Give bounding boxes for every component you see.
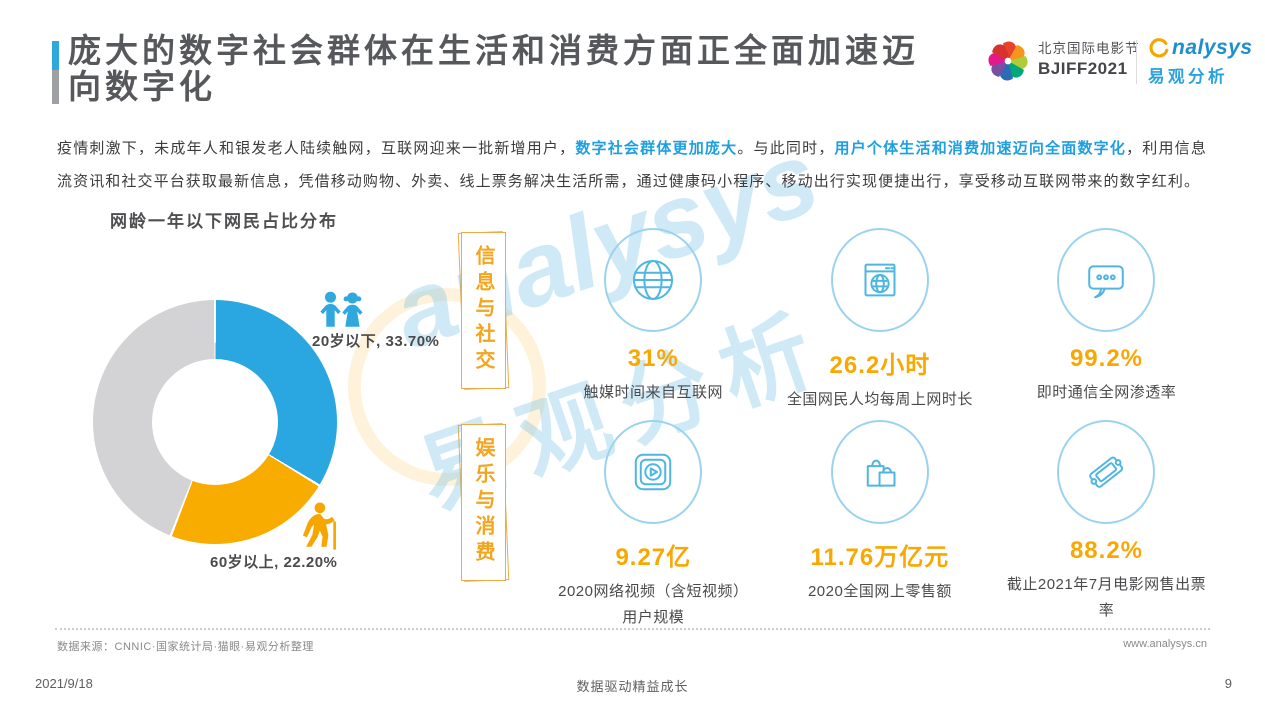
stat-label: 2020网络视频（含短视频）用户规模	[558, 583, 749, 627]
stat-label: 即时通信全网渗透率	[1036, 384, 1177, 401]
elderly-person-icon	[302, 502, 336, 550]
stat-weekly-online-hours: 26.2小时 全国网民人均每周上网时长	[767, 228, 994, 413]
bjiff-pinwheel-logo-icon	[988, 41, 1028, 81]
stat-value: 99.2%	[1069, 345, 1144, 372]
chart-title: 网龄一年以下网民占比分布	[110, 212, 338, 231]
page-title-line2: 向数字化	[68, 68, 216, 105]
stat-label: 全国网民人均每周上网时长	[786, 391, 973, 408]
intro-highlight-2: 用户个体生活和消费加速迈向全面数字化	[834, 140, 1127, 157]
group-box-info-social: 信息与社交	[461, 232, 506, 389]
group-label-entertainment-consumption: 娱乐与消费	[472, 437, 494, 567]
donut-chart	[93, 300, 337, 544]
group-label-info-social: 信息与社交	[472, 245, 494, 375]
donut-label-old: 60岁以上, 22.20%	[210, 554, 338, 571]
shopping-bags-icon	[830, 420, 929, 524]
page-number: 9	[1224, 676, 1232, 691]
stat-value: 31%	[627, 345, 679, 372]
logo-separator	[1136, 40, 1137, 84]
analysys-a-swirl-icon	[1149, 38, 1169, 58]
footer-divider	[55, 628, 1210, 630]
children-icon	[320, 291, 363, 327]
page-title: 庞大的数字社会群体在生活和消费方面正全面加速迈 向数字化	[68, 33, 968, 105]
page-title-line1: 庞大的数字社会群体在生活和消费方面正全面加速迈	[68, 32, 919, 69]
analysys-cn-text: 易观分析	[1148, 68, 1228, 86]
stats-row-info-social: 31% 触媒时间来自互联网 26.2小时 全国网民人均每周上网时长	[540, 228, 1220, 413]
stats-row-entertainment-consumption: 9.27亿 2020网络视频（含短视频）用户规模 11.76万亿元 2020全国…	[540, 420, 1220, 632]
bjiff-name: 北京国际电影节	[1038, 41, 1140, 56]
intro-highlight-1: 数字社会群体更加庞大	[575, 140, 738, 157]
bjiff-logo-text: 北京国际电影节 BJIFF2021	[1038, 41, 1140, 79]
stat-movie-online-ticketing: 88.2% 截止2021年7月电影网售出票率	[993, 420, 1220, 632]
stat-value: 88.2%	[1069, 537, 1144, 564]
stat-online-retail: 11.76万亿元 2020全国网上零售额	[767, 420, 994, 632]
footer-date: 2021/9/18	[35, 676, 93, 691]
globe-icon	[604, 228, 703, 332]
intro-seg-3: ，利用信息流资讯和社交平台获取最新信息，凭借移动购物、外卖、线上票务解决生活所需…	[57, 140, 1207, 190]
stat-label: 截止2021年7月电影网售出票率	[1006, 576, 1207, 620]
stat-media-time: 31% 触媒时间来自互联网	[540, 228, 767, 413]
stat-online-video-users: 9.27亿 2020网络视频（含短视频）用户规模	[540, 420, 767, 632]
ticket-icon	[1057, 420, 1156, 524]
title-accent-bar	[52, 41, 59, 104]
stat-label: 触媒时间来自互联网	[583, 384, 724, 401]
stat-value: 9.27亿	[615, 544, 692, 571]
data-source-note: 数据来源：CNNIC·国家统计局·猫眼·易观分析整理	[57, 641, 314, 653]
analysys-brand-text: nalysys	[1172, 36, 1253, 59]
group-box-entertainment-consumption: 娱乐与消费	[461, 424, 506, 581]
watermark-analysys-swirl-icon	[348, 288, 546, 486]
browser-globe-icon	[830, 228, 929, 332]
intro-seg-2: 。与此同时，	[737, 140, 835, 157]
intro-paragraph: 疫情刺激下，未成年人和银发老人陆续触网，互联网迎来一批新增用户，数字社会群体更加…	[57, 132, 1207, 198]
stat-value: 26.2小时	[829, 352, 931, 379]
chat-bubble-icon	[1057, 228, 1156, 332]
stat-label: 2020全国网上零售额	[807, 583, 952, 600]
donut-label-young: 20岁以下, 33.70%	[312, 333, 440, 350]
stat-value: 11.76万亿元	[810, 544, 950, 571]
intro-seg-1: 疫情刺激下，未成年人和银发老人陆续触网，互联网迎来一批新增用户，	[57, 140, 576, 157]
analysys-logo: nalysys 易观分析	[1148, 36, 1253, 87]
video-play-icon	[604, 420, 703, 524]
website-link: www.analysys.cn	[1123, 638, 1207, 650]
bjiff-edition: BJIFF2021	[1038, 58, 1128, 78]
footer-slogan: 数据驱动精益成长	[576, 679, 689, 694]
stat-im-penetration: 99.2% 即时通信全网渗透率	[993, 228, 1220, 413]
